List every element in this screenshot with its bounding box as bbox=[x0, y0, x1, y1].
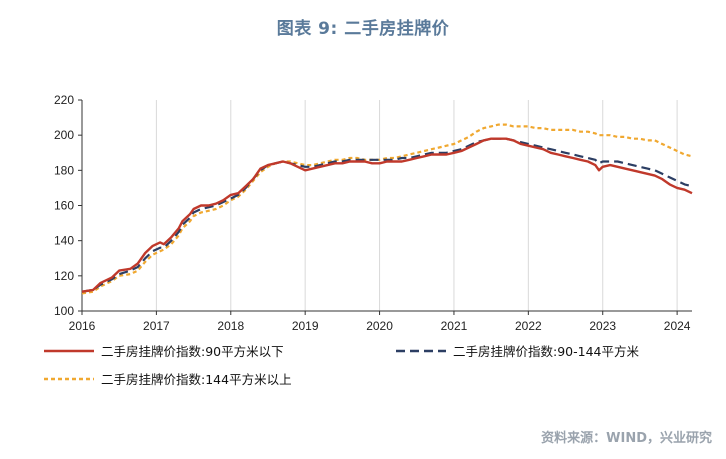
y-tick-label-100: 100 bbox=[54, 304, 74, 318]
axes: 100 120 140 160 180 200 220 2016 2017 2018 2019 202… bbox=[54, 93, 692, 333]
x-tick-label-2016: 2016 bbox=[69, 319, 96, 333]
y-tick-label-160: 160 bbox=[54, 199, 74, 213]
legend-label-1: 二手房挂牌价指数:90-144平方米 bbox=[453, 344, 639, 359]
series-line-0 bbox=[81, 137, 693, 293]
y-tick-label-220: 220 bbox=[54, 93, 74, 107]
chart-title: 图表 9: 二手房挂牌价 bbox=[276, 19, 450, 39]
x-tick-label-2022: 2022 bbox=[515, 319, 542, 333]
series-lines bbox=[81, 123, 693, 295]
source-note: 资料来源：WIND，兴业研究 bbox=[541, 431, 712, 446]
legend: 二手房挂牌价指数:90平方米以下 二手房挂牌价指数:90-144平方米二手房挂牌价… bbox=[44, 344, 639, 387]
y-tick-label-200: 200 bbox=[54, 128, 74, 142]
x-tick-label-2024: 2024 bbox=[664, 319, 691, 333]
y-tick-label-180: 180 bbox=[54, 163, 74, 177]
x-tick-label-2019: 2019 bbox=[292, 319, 319, 333]
legend-label-2: 二手房挂牌价指数:144平方米以上 bbox=[101, 372, 292, 387]
x-tick-label-2023: 2023 bbox=[589, 319, 616, 333]
x-tick-label-2018: 2018 bbox=[217, 319, 244, 333]
series-line-1 bbox=[81, 137, 693, 293]
series-line-2 bbox=[81, 123, 693, 295]
x-tick-label-2020: 2020 bbox=[366, 319, 393, 333]
legend-label-0: 二手房挂牌价指数:90平方米以下 bbox=[101, 344, 284, 359]
y-tick-label-140: 140 bbox=[54, 234, 74, 248]
x-tick-label-2021: 2021 bbox=[441, 319, 468, 333]
x-tick-label-2017: 2017 bbox=[143, 319, 170, 333]
y-tick-label-120: 120 bbox=[54, 269, 74, 283]
